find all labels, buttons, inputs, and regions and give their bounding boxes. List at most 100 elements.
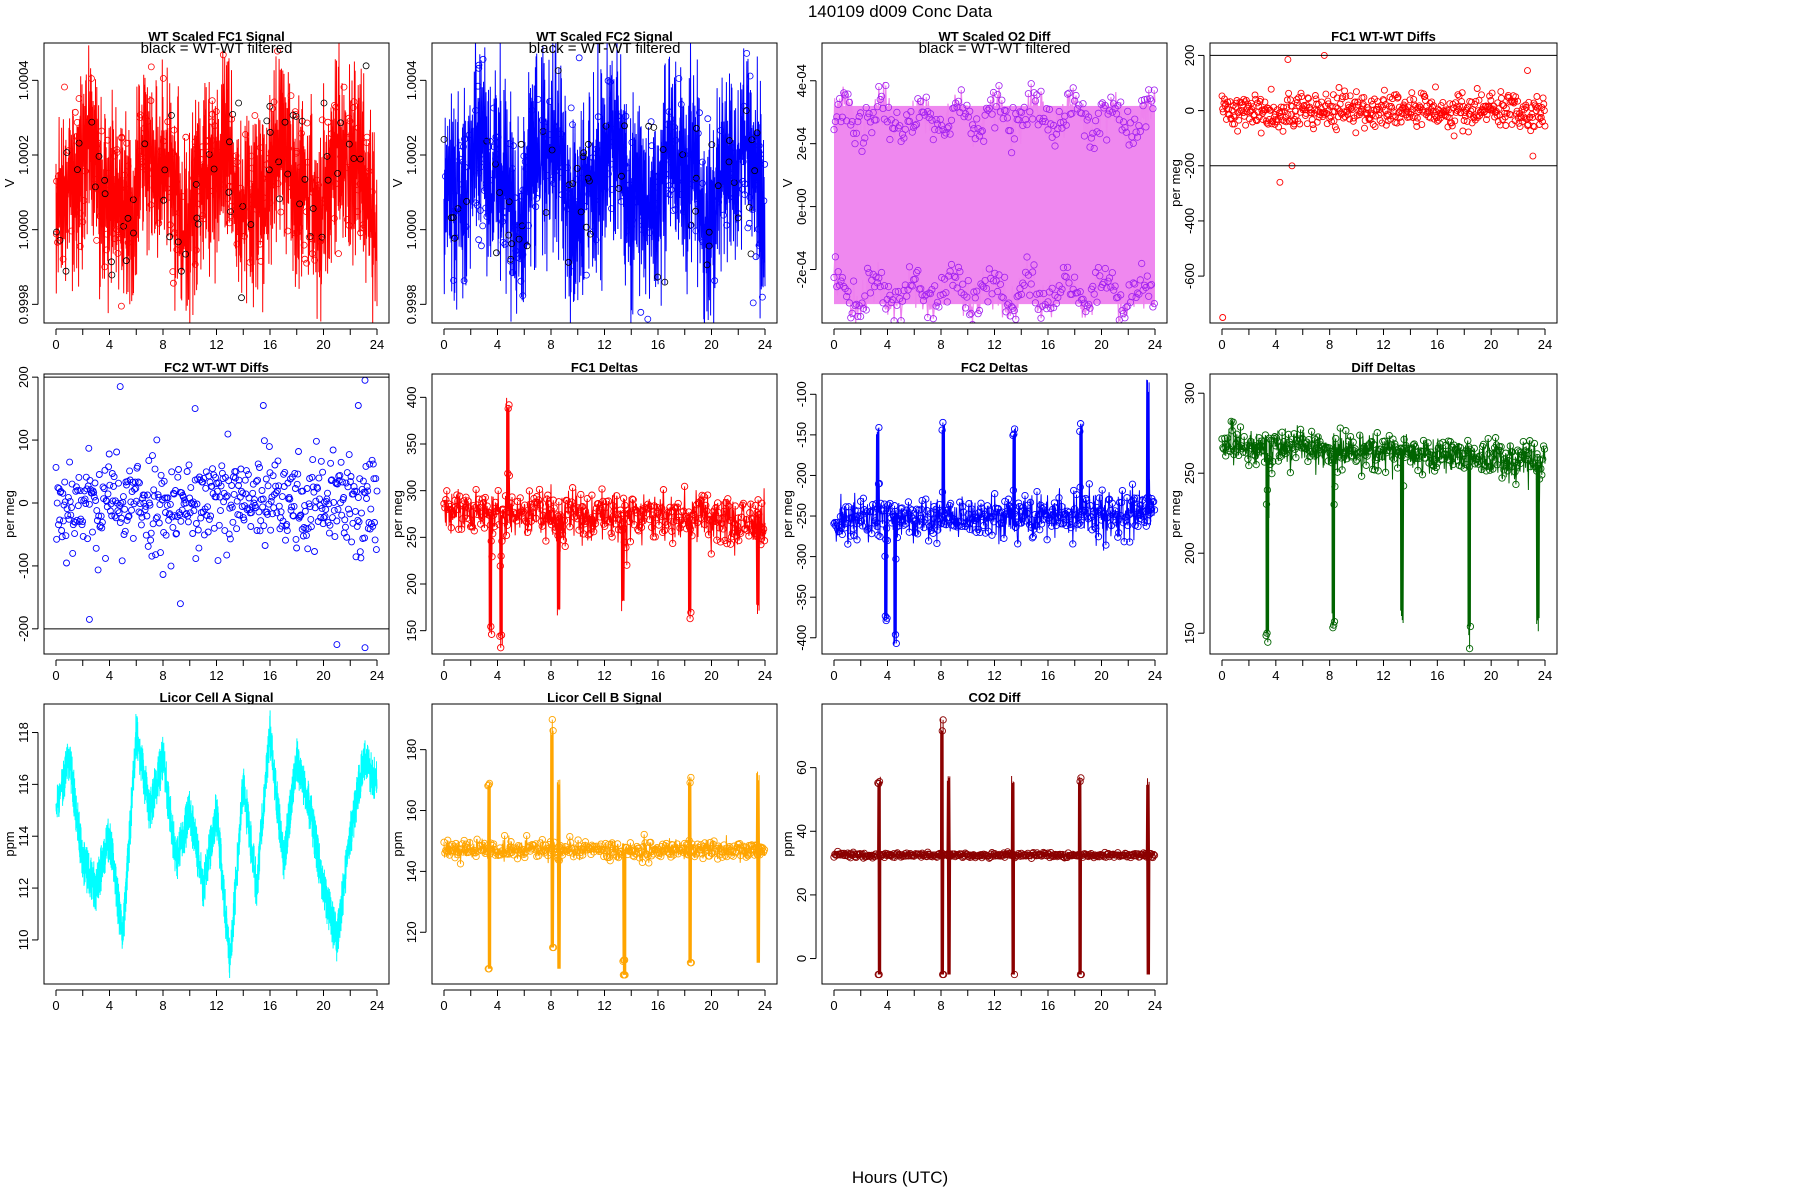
data-point <box>1440 107 1448 115</box>
data-point <box>889 296 897 304</box>
data-point <box>951 517 959 526</box>
data-point <box>490 104 498 112</box>
data-point <box>1541 122 1549 130</box>
data-point <box>1054 513 1062 522</box>
data-point <box>984 298 992 306</box>
data-point <box>1021 491 1029 500</box>
data-point <box>755 142 763 150</box>
data-point <box>110 482 117 490</box>
x-tick-label: 8 <box>159 668 166 683</box>
data-point <box>62 532 70 540</box>
data-point <box>257 196 265 204</box>
data-point <box>1017 519 1026 527</box>
data-point <box>264 510 271 518</box>
data-point <box>1409 441 1417 449</box>
data-point <box>346 117 354 125</box>
data-point <box>329 514 336 522</box>
data-point <box>1033 487 1041 496</box>
data-point <box>150 165 157 173</box>
data-point <box>1037 314 1045 322</box>
data-point <box>1065 89 1073 97</box>
data-point <box>905 263 914 271</box>
page-title: 140109 d009 Conc Data <box>807 2 993 21</box>
data-point <box>844 540 852 548</box>
data-point <box>1064 90 1072 98</box>
data-point <box>174 473 182 481</box>
data-point <box>1254 442 1262 451</box>
data-point <box>1329 91 1337 99</box>
data-point <box>488 553 496 561</box>
data-point <box>1458 98 1466 106</box>
y-tick-label: 1.0004 <box>16 60 31 100</box>
data-point <box>66 497 74 505</box>
data-point <box>861 134 869 142</box>
data-point <box>443 487 451 495</box>
x-tick-label: 12 <box>987 998 1001 1013</box>
data-point <box>93 236 100 244</box>
data-point <box>628 222 635 230</box>
data-point <box>273 157 281 165</box>
y-tick-label: -400 <box>794 625 809 651</box>
data-point <box>1360 443 1368 451</box>
data-point <box>959 508 968 516</box>
data-point <box>729 170 736 178</box>
data-point <box>1352 457 1360 466</box>
data-point <box>991 269 999 277</box>
data-point <box>56 183 64 191</box>
data-point <box>492 160 499 168</box>
data-point <box>195 544 203 552</box>
plot-frame <box>43 42 390 324</box>
data-point <box>606 857 614 865</box>
data-point <box>729 144 736 152</box>
data-point <box>645 122 653 130</box>
data-point <box>1076 109 1084 117</box>
data-point <box>256 464 263 471</box>
data-point <box>477 520 485 528</box>
data-point <box>624 506 632 514</box>
data-point <box>653 503 661 512</box>
data-point <box>91 479 99 487</box>
data-point <box>162 509 169 516</box>
data-point <box>509 269 516 277</box>
data-point <box>875 423 883 432</box>
data-point <box>590 184 597 192</box>
data-point <box>882 81 890 90</box>
data-point <box>1223 434 1232 442</box>
data-point <box>307 235 315 243</box>
data-point <box>830 273 838 282</box>
data-point <box>1077 970 1085 979</box>
data-point <box>285 145 293 153</box>
data-point <box>743 107 750 114</box>
data-point <box>698 850 706 858</box>
data-point <box>549 943 558 952</box>
data-point <box>473 31 479 37</box>
data-point <box>938 727 946 735</box>
data-point <box>583 494 591 503</box>
data-point <box>661 278 669 286</box>
data-point <box>71 183 79 191</box>
x-tick-label: 20 <box>704 337 718 352</box>
data-point <box>147 201 155 209</box>
data-point <box>447 214 455 222</box>
data-point <box>938 426 946 434</box>
data-point <box>858 522 867 530</box>
data-point <box>564 205 571 213</box>
data-point <box>1224 98 1232 106</box>
data-point <box>1246 437 1255 446</box>
data-point <box>1083 852 1092 860</box>
data-point <box>68 504 75 512</box>
data-point <box>346 510 354 518</box>
data-point <box>1024 90 1033 98</box>
data-point <box>213 487 221 495</box>
data-point <box>98 518 106 526</box>
data-point <box>629 496 637 504</box>
data-point <box>751 501 760 510</box>
x-tick-label: 12 <box>1376 337 1390 352</box>
data-point <box>143 512 151 520</box>
data-point <box>265 166 273 174</box>
data-point <box>53 177 60 185</box>
chart-title: WT Scaled O2 Diff <box>939 29 1052 44</box>
y-tick-label: 20 <box>794 888 809 902</box>
data-point <box>136 155 144 163</box>
data-point <box>908 128 916 136</box>
